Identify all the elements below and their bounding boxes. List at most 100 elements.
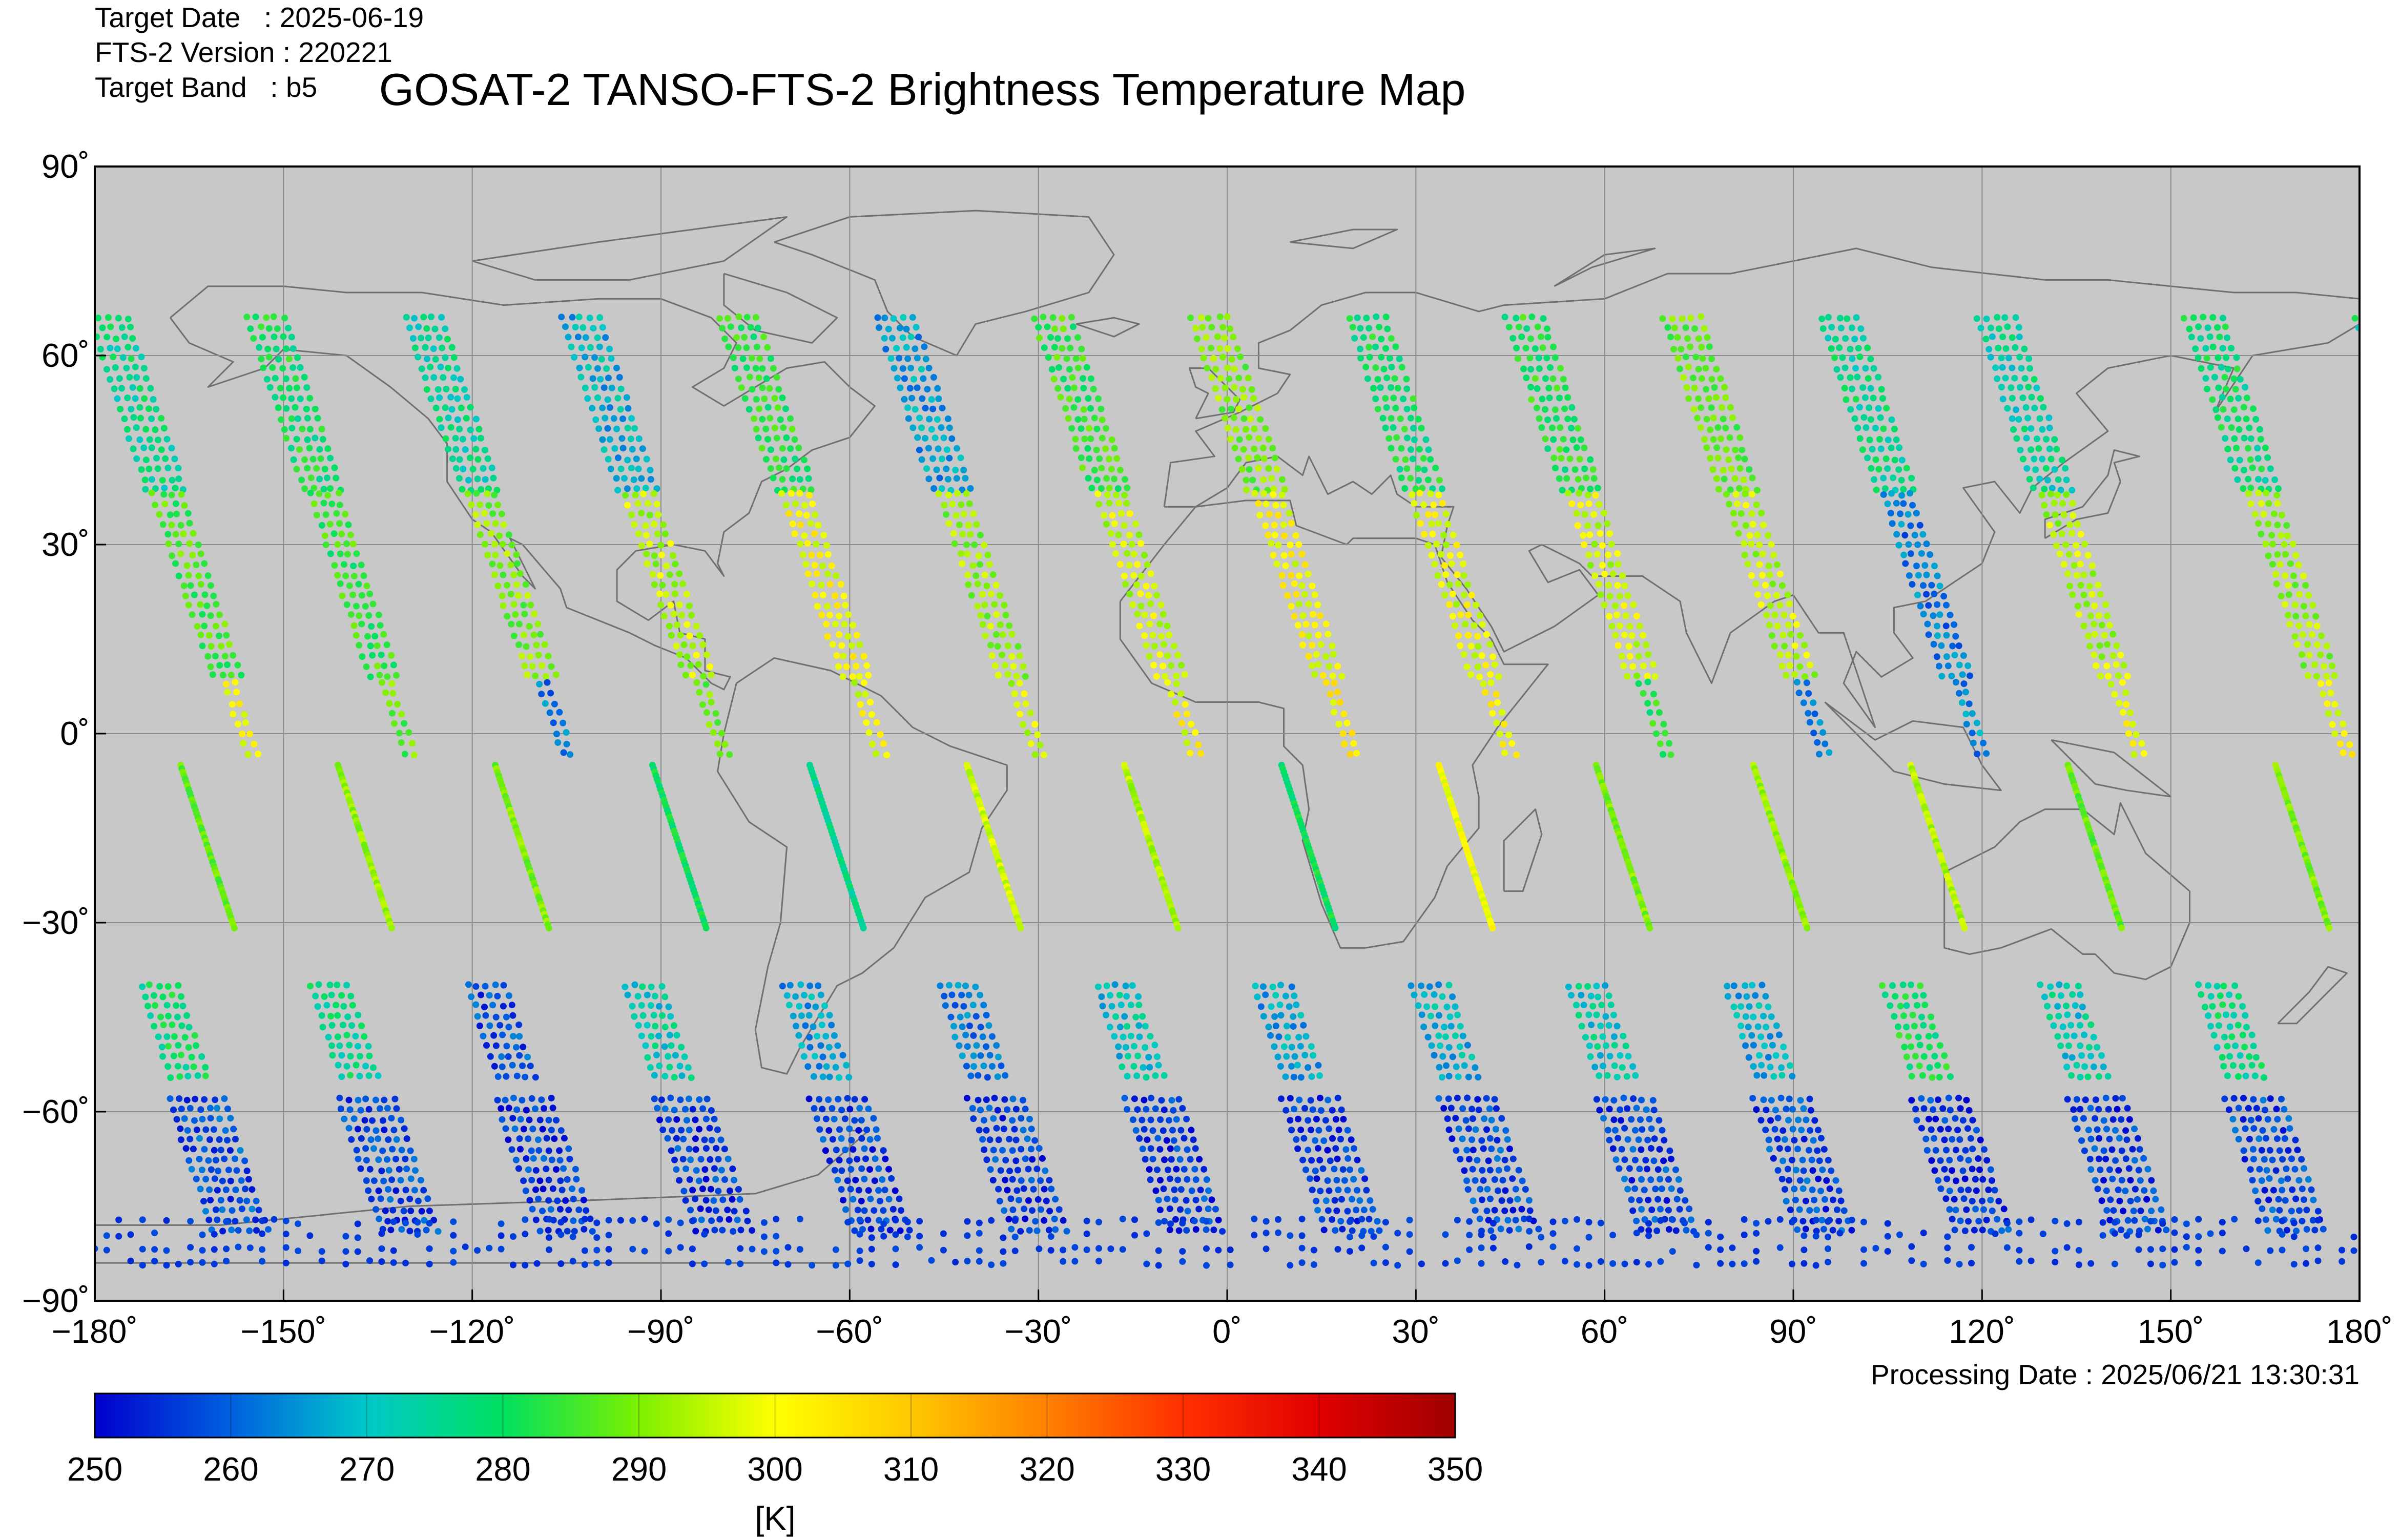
observation-point bbox=[1411, 500, 1418, 507]
observation-point bbox=[1713, 366, 1720, 373]
observation-point bbox=[1219, 353, 1227, 361]
observation-point bbox=[1519, 1177, 1526, 1184]
observation-point bbox=[169, 1021, 176, 1028]
observation-point bbox=[2197, 335, 2204, 342]
observation-point bbox=[2230, 375, 2238, 382]
observation-point bbox=[589, 405, 596, 412]
observation-point bbox=[321, 532, 328, 539]
observation-point bbox=[1849, 355, 1856, 362]
observation-point bbox=[767, 465, 774, 472]
observation-point bbox=[1848, 324, 1855, 331]
observation-point bbox=[1271, 1043, 1278, 1050]
observation-point bbox=[1882, 455, 1890, 462]
observation-point bbox=[1291, 613, 1298, 620]
observation-point bbox=[511, 1125, 519, 1132]
observation-point bbox=[488, 530, 495, 537]
observation-point bbox=[823, 542, 830, 549]
observation-point bbox=[1654, 1166, 1662, 1173]
observation-point bbox=[1280, 502, 1287, 509]
observation-point bbox=[214, 1216, 221, 1223]
observation-point bbox=[178, 491, 185, 498]
observation-point bbox=[836, 1126, 843, 1133]
observation-point bbox=[806, 1044, 814, 1051]
observation-point bbox=[228, 1226, 235, 1234]
observation-point bbox=[792, 500, 799, 507]
observation-point bbox=[946, 424, 953, 431]
observation-point bbox=[1493, 719, 1500, 726]
observation-point bbox=[1767, 1033, 1774, 1040]
observation-point bbox=[647, 1002, 654, 1009]
observation-point bbox=[851, 679, 858, 686]
observation-point bbox=[222, 1127, 229, 1134]
observation-point bbox=[1102, 1011, 1109, 1018]
observation-point bbox=[1842, 364, 1849, 371]
observation-point bbox=[492, 1013, 500, 1021]
observation-point bbox=[183, 1096, 191, 1104]
observation-point bbox=[1208, 324, 1215, 331]
observation-point bbox=[313, 465, 320, 472]
observation-point bbox=[1587, 1053, 1594, 1060]
observation-point bbox=[1668, 1155, 1674, 1162]
observation-point bbox=[1796, 1177, 1804, 1184]
observation-point bbox=[799, 551, 806, 558]
observation-point bbox=[951, 1002, 959, 1009]
observation-point bbox=[492, 520, 499, 527]
observation-point bbox=[833, 652, 840, 659]
observation-point bbox=[1144, 1136, 1151, 1143]
observation-point bbox=[875, 1187, 882, 1194]
observation-point bbox=[1746, 1003, 1753, 1010]
observation-point bbox=[321, 993, 328, 1000]
observation-point bbox=[741, 334, 748, 341]
observation-point bbox=[1122, 476, 1128, 483]
observation-point bbox=[1519, 314, 1526, 321]
observation-point bbox=[1459, 1135, 1466, 1142]
observation-point bbox=[2222, 435, 2229, 442]
observation-point bbox=[318, 1012, 325, 1019]
observation-point bbox=[1486, 641, 1494, 648]
observation-point bbox=[1989, 1208, 1996, 1214]
observation-point bbox=[1147, 600, 1154, 608]
observation-point bbox=[1766, 571, 1773, 578]
observation-point bbox=[1522, 345, 1529, 351]
observation-point bbox=[779, 445, 786, 452]
observation-point bbox=[500, 982, 507, 989]
observation-point bbox=[234, 720, 241, 727]
observation-point bbox=[1727, 486, 1734, 493]
observation-point bbox=[560, 1165, 567, 1172]
observation-point bbox=[2144, 1166, 2151, 1173]
observation-point bbox=[2240, 404, 2247, 411]
observation-point bbox=[2112, 1095, 2119, 1102]
observation-point bbox=[1294, 1062, 1301, 1069]
observation-point bbox=[2077, 1106, 2084, 1113]
observation-point bbox=[1935, 662, 1942, 670]
observation-point bbox=[2086, 1044, 2093, 1051]
observation-point bbox=[1506, 1227, 1513, 1234]
observation-point bbox=[2255, 489, 2262, 496]
observation-point bbox=[381, 1096, 388, 1104]
observation-point bbox=[890, 315, 897, 322]
observation-point bbox=[1900, 551, 1907, 558]
observation-point bbox=[362, 603, 369, 610]
observation-point bbox=[1949, 642, 1956, 650]
observation-point bbox=[1771, 612, 1778, 618]
observation-point bbox=[682, 1197, 689, 1204]
observation-point bbox=[1602, 982, 1609, 989]
observation-point bbox=[599, 324, 606, 331]
observation-point bbox=[1072, 435, 1079, 443]
observation-point bbox=[2158, 1206, 2165, 1213]
observation-point bbox=[1737, 510, 1745, 517]
observation-point bbox=[1255, 500, 1262, 507]
observation-point bbox=[224, 1137, 231, 1144]
observation-point bbox=[1435, 1095, 1442, 1102]
observation-point bbox=[2180, 315, 2187, 322]
observation-point bbox=[755, 374, 762, 381]
observation-point bbox=[1714, 424, 1722, 431]
observation-point bbox=[116, 375, 123, 382]
observation-point bbox=[1313, 1197, 1320, 1204]
observation-point bbox=[1695, 335, 1702, 342]
observation-point bbox=[517, 1146, 524, 1153]
observation-point bbox=[1236, 436, 1243, 443]
observation-point bbox=[1221, 335, 1228, 342]
observation-point bbox=[1002, 1157, 1009, 1164]
observation-point bbox=[196, 1155, 203, 1162]
